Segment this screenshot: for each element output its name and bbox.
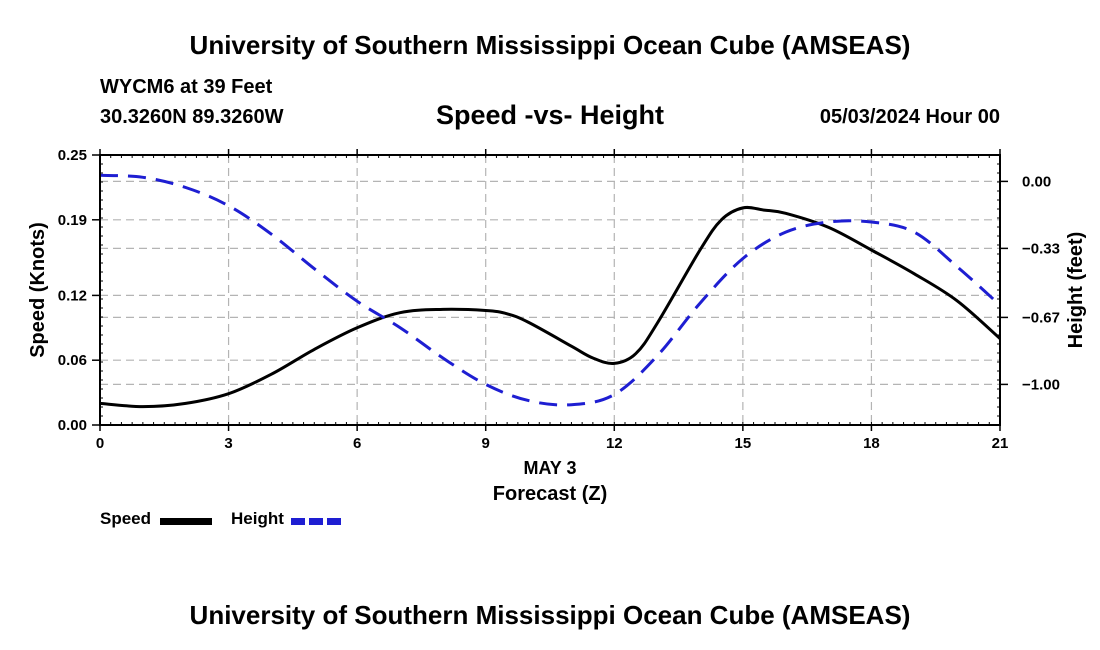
series-line-height xyxy=(99,173,1002,407)
y-right-tick-label: 0.00 xyxy=(1022,173,1051,190)
plot-frame xyxy=(99,154,1001,426)
x-tick-label: 15 xyxy=(735,435,752,452)
station-label: WYCM6 at 39 Feet xyxy=(100,76,273,98)
y-left-tick-label: 0.25 xyxy=(58,147,87,164)
legend-speed-label: Speed xyxy=(100,509,152,528)
y-right-tick-label: −1.00 xyxy=(1022,376,1060,393)
page-title: University of Southern Mississippi Ocean… xyxy=(189,30,911,60)
forecast-datetime: 05/03/2024 Hour 00 xyxy=(819,106,1000,128)
x-axis-date-label: MAY 3 xyxy=(523,458,576,478)
x-tick-label: 9 xyxy=(482,435,490,452)
x-tick-label: 21 xyxy=(992,435,1009,452)
y-left-tick-label: 0.00 xyxy=(58,417,87,434)
x-tick-label: 0 xyxy=(96,435,104,452)
y-left-tick-label: 0.06 xyxy=(58,352,87,369)
y-right-tick-label: −0.33 xyxy=(1022,240,1060,257)
legend-height-swatch xyxy=(291,518,341,525)
y-right-tick-label: −0.67 xyxy=(1022,309,1060,326)
series-line-speed xyxy=(99,205,1001,409)
x-tick-label: 12 xyxy=(606,435,623,452)
y-left-tick-label: 0.12 xyxy=(58,287,87,304)
coordinates-label: 30.3260N 89.3260W xyxy=(100,106,284,128)
legend-height-label: Height xyxy=(231,509,284,528)
y-axis-right-title: Height (feet) xyxy=(1065,232,1087,349)
legend-speed-swatch xyxy=(160,518,212,525)
y-left-tick-label: 0.19 xyxy=(58,212,87,229)
x-tick-label: 6 xyxy=(353,435,361,452)
footer-title: University of Southern Mississippi Ocean… xyxy=(189,600,911,630)
x-axis-title: Forecast (Z) xyxy=(493,483,607,505)
x-tick-label: 3 xyxy=(224,435,232,452)
x-tick-label: 18 xyxy=(863,435,880,452)
y-axis-left-title: Speed (Knots) xyxy=(27,222,49,358)
chart-title: Speed -vs- Height xyxy=(435,100,665,130)
